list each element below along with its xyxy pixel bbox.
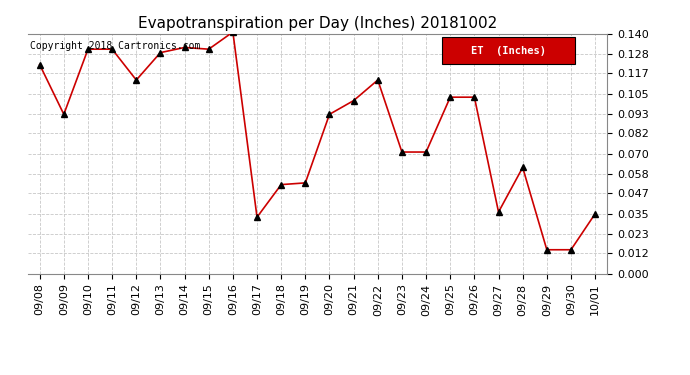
Title: Evapotranspiration per Day (Inches) 20181002: Evapotranspiration per Day (Inches) 2018… bbox=[138, 16, 497, 31]
Text: Copyright 2018 Cartronics.com: Copyright 2018 Cartronics.com bbox=[30, 41, 201, 51]
Text: ET  (Inches): ET (Inches) bbox=[471, 45, 546, 56]
FancyBboxPatch shape bbox=[442, 38, 575, 64]
